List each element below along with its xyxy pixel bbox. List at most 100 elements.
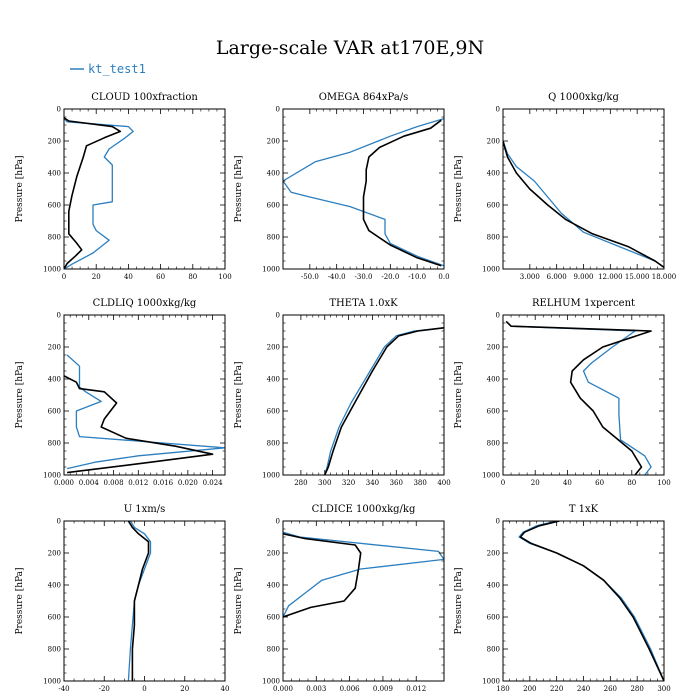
y-tick-label: 800 bbox=[48, 646, 61, 654]
y-tick-label: 0 bbox=[276, 106, 280, 114]
y-axis-label: Pressure [hPa] bbox=[234, 155, 244, 222]
series-line-reference bbox=[127, 521, 150, 681]
y-tick-label: 600 bbox=[267, 614, 280, 622]
y-tick-label: 1000 bbox=[262, 472, 280, 480]
series-line-test bbox=[283, 117, 444, 267]
x-tick-label: 0.0 bbox=[438, 273, 449, 281]
series-group bbox=[503, 140, 664, 269]
panel-8: T 1xK Pressure [hPa] 180 200 220 240 260 280 300… bbox=[454, 504, 671, 693]
y-tick-label: 400 bbox=[487, 582, 500, 590]
y-tick-label: 600 bbox=[48, 614, 61, 622]
x-tick-label: 220 bbox=[550, 685, 563, 693]
series-group bbox=[505, 320, 652, 475]
x-tick-label: 0.024 bbox=[203, 479, 224, 487]
series-group bbox=[64, 117, 134, 269]
y-tick-label: 0 bbox=[496, 518, 500, 526]
y-tick-label: 800 bbox=[48, 440, 61, 448]
y-tick-label: 1000 bbox=[482, 472, 500, 480]
panel-title: THETA 1.0xK bbox=[329, 298, 398, 309]
y-tick-label: 1000 bbox=[482, 678, 500, 686]
y-tick-label: 200 bbox=[267, 138, 280, 146]
x-tick-label: 6.000 bbox=[547, 273, 567, 281]
x-tick-label: 0.004 bbox=[79, 479, 100, 487]
x-tick-label: 0.012 bbox=[128, 479, 148, 487]
y-tick-label: 800 bbox=[267, 234, 280, 242]
y-axis-label: Pressure [hPa] bbox=[15, 567, 25, 634]
x-tick-label: -50.0 bbox=[301, 273, 319, 281]
y-tick-label: 1000 bbox=[43, 472, 61, 480]
y-tick-label: 0 bbox=[496, 106, 500, 114]
x-tick-label: 0 bbox=[62, 273, 66, 281]
y-axis-label: Pressure [hPa] bbox=[234, 567, 244, 634]
x-tick-label: -20 bbox=[99, 685, 110, 693]
y-tick-label: 600 bbox=[487, 408, 500, 416]
y-tick-label: 400 bbox=[487, 170, 500, 178]
x-tick-label: 20 bbox=[180, 685, 189, 693]
x-tick-label: 0.003 bbox=[306, 685, 326, 693]
x-tick-label: 3.000 bbox=[520, 273, 540, 281]
y-tick-label: 400 bbox=[267, 170, 280, 178]
x-tick-label: -30.0 bbox=[355, 273, 373, 281]
series-line-reference bbox=[283, 533, 362, 618]
series-line-reference bbox=[64, 375, 214, 474]
x-tick-label: 18.000 bbox=[652, 273, 677, 281]
panel-1: OMEGA 864xPa/s Pressure [hPa] -50.0 -40.0 -3… bbox=[234, 92, 450, 281]
y-tick-label: 600 bbox=[48, 408, 61, 416]
panel-title: T 1xK bbox=[569, 504, 599, 515]
x-tick-label: 100 bbox=[218, 273, 231, 281]
y-tick-label: 200 bbox=[48, 344, 61, 352]
x-tick-label: 200 bbox=[523, 685, 536, 693]
x-tick-label: 80 bbox=[627, 479, 636, 487]
series-line-reference bbox=[64, 117, 122, 269]
series-group bbox=[283, 531, 444, 618]
series-line-reference bbox=[519, 521, 664, 681]
x-tick-label: 20 bbox=[531, 479, 540, 487]
x-tick-label: -40.0 bbox=[328, 273, 346, 281]
panel-title: CLOUD 100xfraction bbox=[91, 92, 198, 103]
plot-frame bbox=[282, 520, 445, 682]
y-tick-label: 800 bbox=[487, 234, 500, 242]
x-tick-label: 40 bbox=[124, 273, 133, 281]
y-tick-label: 400 bbox=[487, 376, 500, 384]
series-group bbox=[518, 521, 664, 681]
y-tick-label: 600 bbox=[487, 202, 500, 210]
x-tick-label: 240 bbox=[577, 685, 590, 693]
x-tick-label: 0 bbox=[142, 685, 146, 693]
plot-frame bbox=[63, 520, 226, 682]
x-tick-label: 280 bbox=[294, 479, 307, 487]
x-tick-label: 60 bbox=[156, 273, 165, 281]
x-tick-label: 100 bbox=[657, 479, 670, 487]
panel-title: U 1xm/s bbox=[124, 504, 166, 515]
x-tick-label: 12.000 bbox=[598, 273, 623, 281]
x-tick-label: 260 bbox=[604, 685, 617, 693]
x-tick-label: 180 bbox=[496, 685, 509, 693]
x-tick-label: 300 bbox=[318, 479, 331, 487]
legend: kt_test1 bbox=[70, 62, 146, 76]
x-tick-label: 0.000 bbox=[273, 685, 293, 693]
y-tick-label: 1000 bbox=[262, 678, 280, 686]
y-tick-label: 400 bbox=[48, 170, 61, 178]
plot-frame bbox=[282, 314, 445, 476]
x-tick-label: 400 bbox=[437, 479, 450, 487]
plot-frame bbox=[63, 108, 226, 270]
x-tick-label: 0 bbox=[501, 479, 505, 487]
y-tick-label: 0 bbox=[276, 518, 280, 526]
y-axis-label: Pressure [hPa] bbox=[15, 361, 25, 428]
series-line-reference bbox=[503, 140, 664, 269]
series-line-reference bbox=[362, 119, 442, 267]
y-tick-label: 200 bbox=[267, 344, 280, 352]
y-tick-label: 200 bbox=[487, 138, 500, 146]
panel-title: CLDICE 1000xkg/kg bbox=[312, 504, 416, 515]
x-tick-label: 320 bbox=[342, 479, 355, 487]
series-line-test bbox=[127, 521, 152, 681]
y-tick-label: 400 bbox=[48, 582, 61, 590]
y-axis-label: Pressure [hPa] bbox=[454, 155, 464, 222]
y-tick-label: 600 bbox=[267, 202, 280, 210]
plot-frame bbox=[282, 108, 445, 270]
y-tick-label: 0 bbox=[57, 518, 61, 526]
x-tick-label: 40 bbox=[221, 685, 230, 693]
x-tick-label: 20 bbox=[92, 273, 101, 281]
panel-title: CLDLIQ 1000xkg/kg bbox=[93, 298, 197, 309]
y-tick-label: 1000 bbox=[43, 266, 61, 274]
y-tick-label: 0 bbox=[57, 312, 61, 320]
